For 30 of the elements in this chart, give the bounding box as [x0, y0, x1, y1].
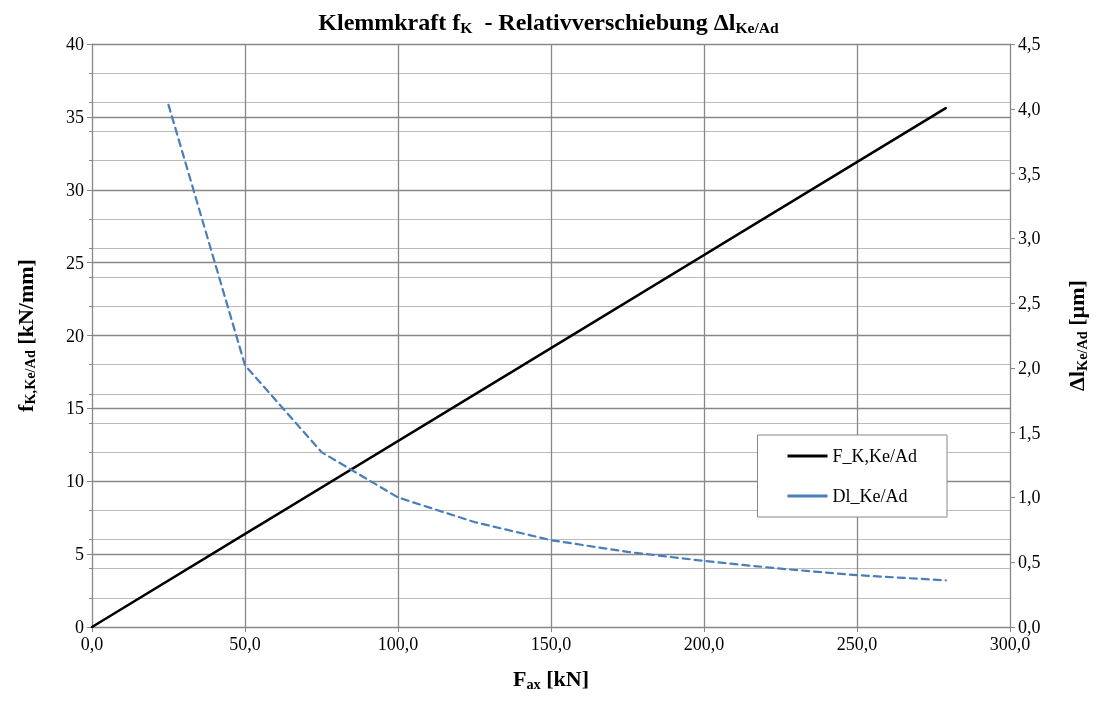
y-tick-label: 10 — [66, 471, 84, 492]
x-tick-label: 50,0 — [229, 634, 261, 654]
y2-tick-label: 3,0 — [1018, 228, 1041, 249]
y-tick-label: 15 — [66, 398, 84, 419]
y2-tick-label: 0,0 — [1018, 617, 1041, 637]
y-tick-label: 25 — [66, 252, 84, 273]
y-tick-label: 35 — [66, 106, 84, 127]
y2-tick-label: 3,5 — [1018, 163, 1041, 184]
x-tick-label: 150,0 — [530, 634, 572, 654]
x-tick-label: 250,0 — [836, 634, 878, 654]
y2-tick-label: 4,0 — [1018, 98, 1041, 119]
y-tick-label: 20 — [66, 325, 84, 346]
y-tick-label: 30 — [66, 179, 84, 200]
y2-tick-label: 2,5 — [1018, 293, 1041, 314]
y-tick-label: 5 — [75, 544, 84, 565]
x-axis-title: Fax [kN] — [512, 666, 590, 692]
y-tick-label: 0 — [75, 617, 84, 637]
x-tick-label: 100,0 — [377, 634, 419, 654]
y-tick-label: 40 — [66, 34, 84, 54]
y2-tick-label: 0,5 — [1018, 552, 1041, 573]
x-tick-label: 0,0 — [80, 634, 104, 654]
x-tick-label: 200,0 — [683, 634, 725, 654]
line-series — [167, 103, 947, 582]
y2-tick-label: 4,5 — [1018, 34, 1041, 54]
y2-tick-label: 1,5 — [1018, 422, 1041, 443]
legend-label: F_K,Ke/Ad — [832, 446, 917, 466]
y2-tick-label: 2,0 — [1018, 357, 1041, 378]
y2-tick-label: 1,0 — [1018, 487, 1041, 508]
legend-label: Dl_Ke/Ad — [832, 486, 908, 506]
y2-axis-title: ΔlKe/Ad [µm] — [1064, 280, 1090, 391]
